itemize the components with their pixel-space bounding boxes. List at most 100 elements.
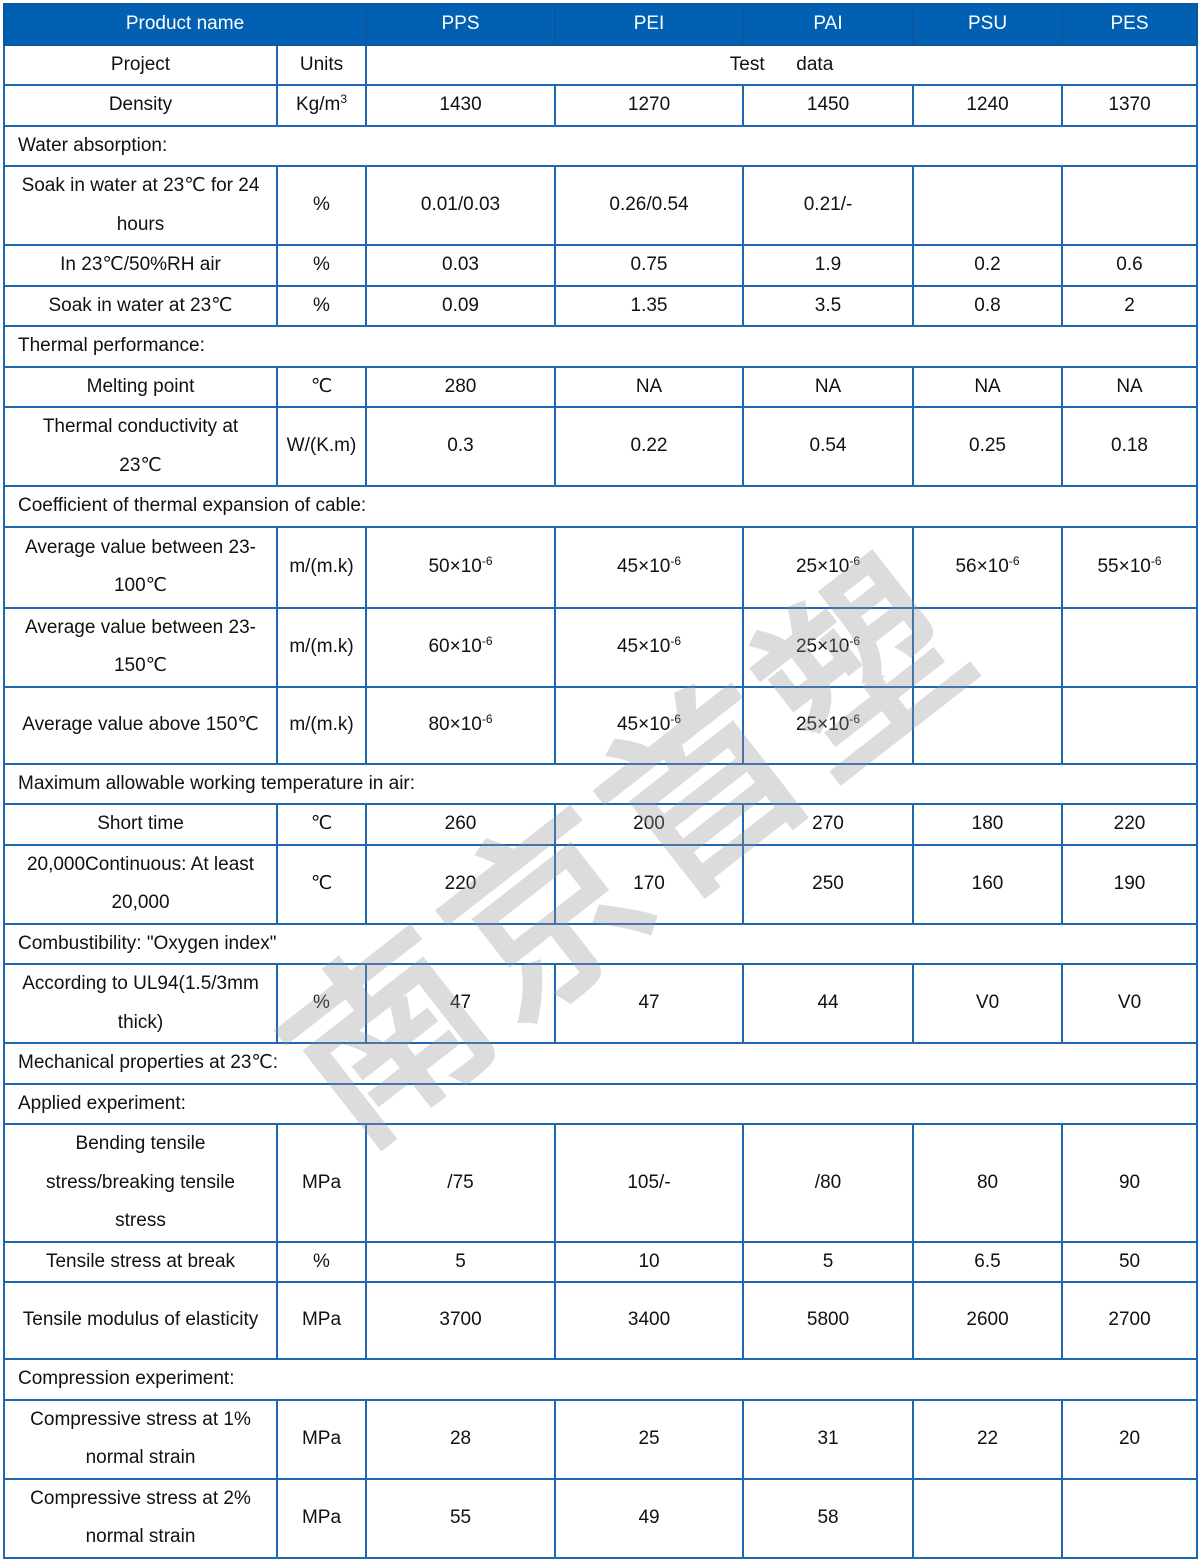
value-cell: 0.03 xyxy=(365,244,557,287)
project-header: Project xyxy=(3,43,278,86)
value-cell: 3700 xyxy=(365,1281,557,1360)
section-row: Thermal performance: xyxy=(2,325,1199,368)
value-cell: 44 xyxy=(742,963,915,1044)
value-cell: 270 xyxy=(742,803,915,846)
value-exponent: -6 xyxy=(481,633,493,648)
property-label: Melting point xyxy=(3,365,278,408)
value-cell: 10 xyxy=(554,1240,745,1283)
table-row: Average value between 23-100℃ m/(m.k) 50×1… xyxy=(3,525,1199,609)
value-cell: 260 xyxy=(365,803,557,846)
section-row: Applied experiment: xyxy=(2,1082,1199,1125)
table-row: Thermal conductivity at 23℃ W/(K.m) 0.3 0.2… xyxy=(3,406,1199,487)
value-cell xyxy=(1061,606,1199,688)
value-cell: 1430 xyxy=(365,84,557,127)
table-row: Bending tensile stress/breaking tensile … xyxy=(3,1123,1199,1243)
section-label: Thermal performance: xyxy=(2,325,1199,368)
value-cell: 31 xyxy=(742,1398,915,1480)
value-cell xyxy=(1061,165,1199,246)
value-cell: 280 xyxy=(365,365,557,408)
value-cell xyxy=(912,165,1064,246)
unit-cell: ℃ xyxy=(275,843,368,925)
value-cell xyxy=(912,1477,1064,1559)
property-label: Average value between 23-150℃ xyxy=(3,606,278,688)
value-cell: 58 xyxy=(742,1477,915,1559)
value-exponent: -6 xyxy=(481,711,493,726)
property-label: 20,000Continuous: At least 20,000 xyxy=(3,843,278,925)
section-row: Water absorption: xyxy=(2,124,1199,167)
value-cell xyxy=(1061,1477,1199,1559)
value-cell: 1450 xyxy=(742,84,915,127)
value-cell: 25×10-6 xyxy=(742,685,915,765)
value-base: 55×10 xyxy=(1097,555,1151,577)
unit-cell: m/(m.k) xyxy=(275,685,368,765)
value-cell: 0.2 xyxy=(912,244,1064,287)
units-header: Units xyxy=(275,43,368,86)
value-cell: 1370 xyxy=(1061,84,1199,127)
value-cell: 190 xyxy=(1061,843,1199,925)
unit-cell: MPa xyxy=(275,1281,368,1360)
unit-cell: Kg/m3 xyxy=(275,84,368,127)
unit-cell: % xyxy=(275,284,368,327)
value-cell: /75 xyxy=(365,1123,557,1243)
value-cell: 3400 xyxy=(554,1281,745,1360)
value-base: 25×10 xyxy=(795,555,850,577)
value-cell xyxy=(912,685,1064,765)
section-label: Coefficient of thermal expansion of cabl… xyxy=(2,485,1199,528)
value-cell: 0.22 xyxy=(554,406,745,487)
property-label: Compressive stress at 2% normal strain xyxy=(3,1477,278,1559)
value-base: 60×10 xyxy=(428,635,482,657)
value-cell: 80 xyxy=(912,1123,1064,1243)
property-label: Density xyxy=(3,84,278,127)
value-exponent: -6 xyxy=(849,553,861,568)
section-row: Mechanical properties at 23℃: xyxy=(2,1042,1199,1085)
section-label: Mechanical properties at 23℃: xyxy=(2,1042,1199,1085)
table-row: Melting point ℃ 280 NA NA NA NA xyxy=(3,365,1199,408)
value-exponent: -6 xyxy=(849,711,861,726)
value-cell: 2600 xyxy=(912,1281,1064,1360)
value-cell: 47 xyxy=(365,963,557,1044)
value-cell: 50 xyxy=(1061,1240,1199,1283)
value-cell: 80×10-6 xyxy=(365,685,557,765)
value-cell: 0.18 xyxy=(1061,406,1199,487)
table-row: Compressive stress at 1% normal strain MP… xyxy=(3,1398,1199,1480)
value-cell: 25×10-6 xyxy=(742,606,915,688)
unit-cell: ℃ xyxy=(275,803,368,846)
value-cell: 3.5 xyxy=(742,284,915,327)
value-cell: 20 xyxy=(1061,1398,1199,1480)
value-cell: V0 xyxy=(1061,963,1199,1044)
value-cell: 1.9 xyxy=(742,244,915,287)
unit-cell: m/(m.k) xyxy=(275,606,368,688)
value-cell: 180 xyxy=(912,803,1064,846)
section-label: Combustibility: "Oxygen index" xyxy=(2,922,1199,965)
table-row: In 23℃/50%RH air% 0.03 0.75 1.9 0.2 0.6 xyxy=(3,244,1199,287)
unit-cell: % xyxy=(275,1240,368,1283)
value-exponent: -6 xyxy=(481,553,493,568)
value-cell: 250 xyxy=(742,843,915,925)
value-exponent: 3 xyxy=(340,92,348,106)
unit-cell: ℃ xyxy=(275,365,368,408)
unit-cell: MPa xyxy=(275,1477,368,1559)
test-data-header: Test data xyxy=(365,43,1199,86)
unit-cell: % xyxy=(275,165,368,246)
value-base: 45×10 xyxy=(616,635,671,657)
value-cell: 25 xyxy=(554,1398,745,1480)
value-cell: 45×10-6 xyxy=(554,685,745,765)
property-label: In 23℃/50%RH air xyxy=(3,244,278,287)
subheader-row: Project Units Test data xyxy=(3,43,1199,86)
property-label: Short time xyxy=(3,803,278,846)
section-row: Maximum allowable working temperature in… xyxy=(2,762,1199,805)
value-cell xyxy=(912,606,1064,688)
property-label: Average value between 23-100℃ xyxy=(3,525,278,609)
table-row: Soak in water at 23℃% 0.09 1.35 3.5 0.8 2 xyxy=(3,284,1199,327)
table-row: According to UL94(1.5/3mm thick)% 47 47 44 V… xyxy=(3,963,1199,1044)
product-header: PES xyxy=(1061,3,1199,46)
value-cell: 220 xyxy=(1061,803,1199,846)
property-label: Tensile stress at break xyxy=(3,1240,278,1283)
value-cell: 105/- xyxy=(554,1123,745,1243)
property-label: Soak in water at 23℃ xyxy=(3,284,278,327)
value-cell: 5800 xyxy=(742,1281,915,1360)
table-row: Compressive stress at 2% normal strain MP… xyxy=(3,1477,1199,1559)
value-cell: 0.75 xyxy=(554,244,745,287)
section-row: Compression experiment: xyxy=(2,1358,1199,1401)
value-cell: 170 xyxy=(554,843,745,925)
